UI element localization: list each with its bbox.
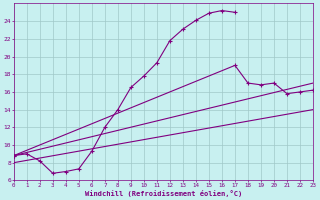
X-axis label: Windchill (Refroidissement éolien,°C): Windchill (Refroidissement éolien,°C) bbox=[85, 190, 242, 197]
